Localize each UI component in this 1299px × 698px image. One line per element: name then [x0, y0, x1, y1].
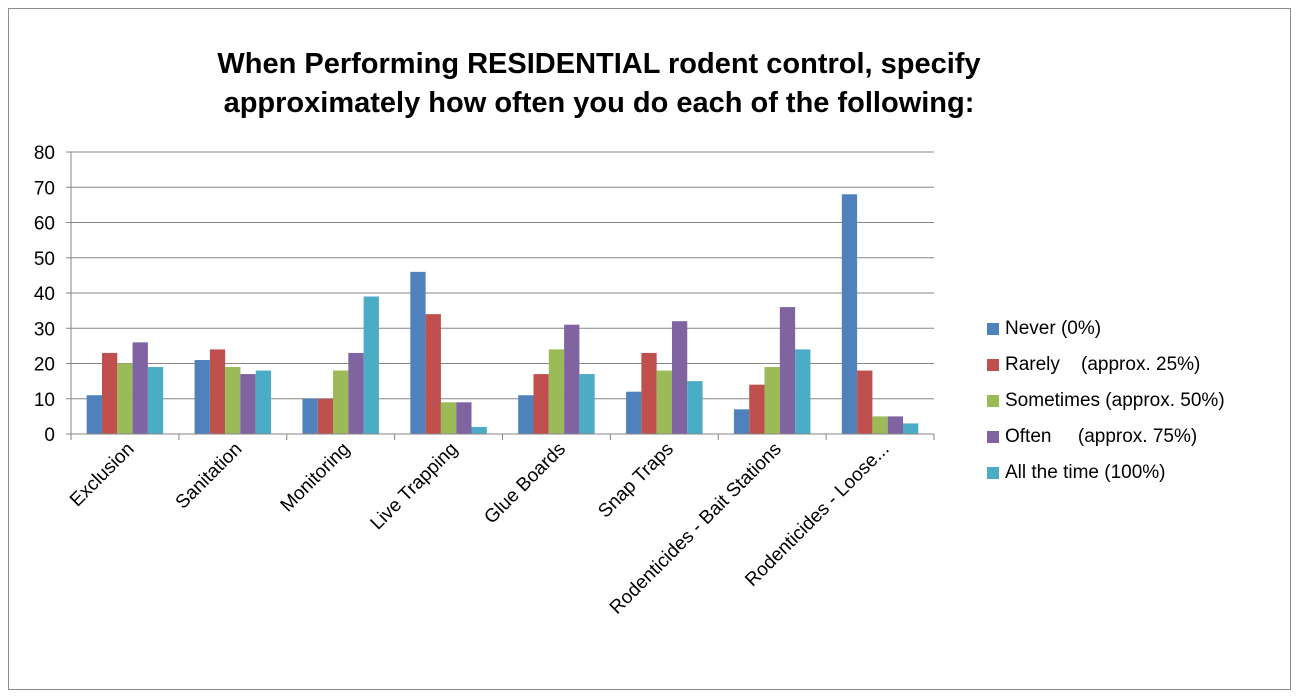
bar: [579, 374, 595, 434]
bar: [317, 398, 334, 434]
chart-title: When Performing RESIDENTIAL rodent contr…: [9, 45, 1189, 123]
x-category-label: Live Trapping: [367, 439, 463, 535]
y-tick-label: 20: [34, 355, 55, 376]
y-tick-label: 0: [44, 425, 55, 446]
legend-swatch: [987, 323, 999, 335]
x-category-label: Snap Traps: [594, 439, 678, 523]
bar: [764, 367, 780, 434]
chart-title-line-1: When Performing RESIDENTIAL rodent contr…: [217, 48, 981, 80]
x-axis-category-labels: Exclusion Sanitation Monitoring Live Trappi…: [66, 439, 893, 619]
chart-plot: 0 10 20 30 40 50 60 70 80 Exclusion Sanitation Mon…: [34, 143, 935, 619]
bar: [671, 321, 688, 434]
bar: [749, 384, 765, 434]
legend-swatch: [987, 359, 999, 371]
y-tick-label: 60: [34, 214, 55, 235]
chart-frame: When Performing RESIDENTIAL rodent contr…: [8, 8, 1291, 690]
chart-title-line-2: approximately how often you do each of t…: [223, 87, 975, 119]
bar: [348, 352, 364, 434]
bar: [117, 363, 133, 434]
legend-swatch: [987, 467, 999, 479]
bar: [641, 352, 657, 434]
legend-item: Often (approx. 75%): [987, 419, 1225, 455]
bar: [456, 402, 472, 434]
legend-label: All the time (100%): [1005, 462, 1166, 483]
bar: [194, 359, 210, 434]
y-tick-label: 40: [34, 284, 55, 305]
x-category-label: Sanitation: [172, 439, 247, 514]
bar: [779, 307, 796, 434]
bar: [440, 402, 457, 434]
bar: [533, 374, 549, 434]
y-tick-label: 10: [34, 390, 55, 411]
bar: [903, 423, 919, 434]
bar: [518, 395, 534, 434]
bar: [302, 398, 318, 434]
x-category-label: Rodenticides - Bait Stations: [606, 439, 786, 619]
gridlines: [71, 151, 934, 400]
bar: [101, 352, 118, 434]
bar: [240, 374, 256, 434]
legend-item: All the time (100%): [987, 455, 1225, 491]
y-tick-label: 50: [34, 249, 55, 270]
bars: [86, 194, 919, 434]
legend-label: Rarely (approx. 25%): [1005, 354, 1201, 375]
x-category-label: Monitoring: [277, 439, 355, 517]
bar: [656, 370, 672, 434]
x-category-label: Exclusion: [66, 439, 138, 511]
bar: [733, 409, 750, 434]
bar: [410, 271, 426, 434]
legend-label: Often (approx. 75%): [1005, 426, 1198, 447]
bar: [255, 370, 272, 434]
bar: [425, 314, 441, 434]
bar: [333, 370, 349, 434]
bar: [841, 194, 858, 434]
bar: [209, 349, 226, 434]
y-tick-label: 80: [34, 143, 55, 164]
legend-swatch: [987, 431, 999, 443]
bar: [225, 367, 241, 434]
x-category-label: Glue Boards: [480, 439, 570, 529]
bar: [548, 349, 565, 434]
legend-item: Sometimes (approx. 50%): [987, 383, 1225, 419]
bar: [363, 296, 379, 434]
bar: [626, 391, 642, 434]
bar: [872, 416, 888, 434]
bar: [132, 342, 148, 434]
y-tick-label: 70: [34, 178, 55, 199]
bar: [147, 367, 164, 434]
y-tick-label: 30: [34, 319, 55, 340]
bar: [857, 370, 873, 434]
legend-item: Rarely (approx. 25%): [987, 347, 1225, 383]
legend-swatch: [987, 395, 999, 407]
legend-label: Never (0%): [1005, 318, 1102, 339]
legend-label: Sometimes (approx. 50%): [1005, 390, 1225, 411]
bar: [86, 395, 102, 434]
y-axis-tick-labels: 0 10 20 30 40 50 60 70 80: [34, 143, 71, 446]
bar: [687, 381, 703, 434]
bar: [471, 426, 487, 434]
bar: [564, 324, 580, 434]
bar: [795, 349, 811, 434]
bar: [887, 416, 904, 434]
legend-item: Never (0%): [987, 311, 1225, 347]
legend: Never (0%) Rarely (approx. 25%) Sometimes …: [987, 311, 1225, 491]
